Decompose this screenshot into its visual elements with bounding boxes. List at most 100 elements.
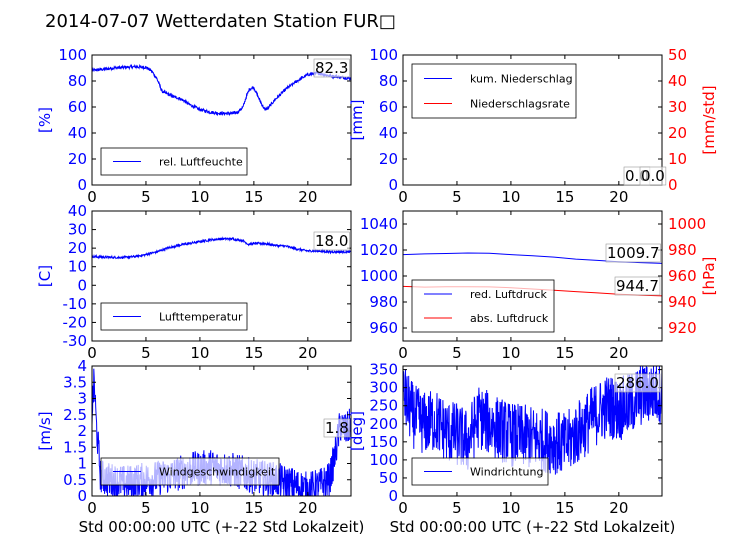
legend-entry: abs. Luftdruck	[470, 312, 549, 325]
legend-entry: Niederschlagsrate	[470, 98, 570, 111]
legend-box	[411, 279, 555, 333]
legend-pressure: red. Luftdruck abs. Luftdruck	[411, 279, 555, 333]
value-annotation: 18.0	[315, 232, 348, 250]
y-tick-label: 2	[77, 422, 87, 440]
y-tick-label: 3.5	[63, 373, 87, 391]
y-tick-label: 0	[77, 276, 87, 294]
y-tick-label: 20	[68, 150, 87, 168]
annotation-box	[614, 276, 661, 296]
y-tick-label: 80	[379, 72, 398, 90]
annotation-box	[605, 243, 661, 263]
legend-box	[411, 63, 577, 119]
y-tick-label: 1040	[360, 215, 398, 233]
y-axis-label: [%]	[36, 107, 54, 133]
x-tick-label: 5	[141, 188, 151, 206]
value-annotation: 286.0	[616, 374, 659, 392]
x-tick-label: 0	[87, 188, 97, 206]
value-annotation: 0.0	[641, 167, 665, 185]
y2-axis-label: [mm/std]	[700, 85, 718, 154]
legend-precip: kum. Niederschlag Niederschlagsrate	[411, 63, 577, 119]
y2-tick-label: 10	[668, 150, 687, 168]
legend-wind-speed: Windgeschwindigkeit	[100, 457, 280, 486]
y-tick-label: 0.5	[63, 471, 87, 489]
y-tick-label: -10	[63, 295, 88, 313]
figure-title: 2014-07-07 Wetterdaten Station FUR□	[45, 11, 396, 32]
y-tick-label: 1000	[360, 267, 398, 285]
x-tick-label: 5	[452, 188, 462, 206]
x-tick-label: 0	[398, 188, 408, 206]
x-tick-label: 0	[87, 499, 97, 517]
legend-entry: rel. Luftfeuchte	[159, 156, 243, 169]
x-tick-label: 5	[452, 344, 462, 362]
y-tick-label: 20	[68, 239, 87, 257]
y-axis-label: [m/s]	[36, 411, 54, 450]
y-tick-label: 0	[77, 487, 87, 505]
x-axis-label: Std 00:00:00 UTC (+-22 Std Lokalzeit)	[390, 518, 676, 536]
y2-axis-label: [hPa]	[700, 257, 718, 296]
y-tick-label: -30	[63, 332, 88, 350]
y-tick-label: 0	[77, 176, 87, 194]
y-tick-label: 20	[379, 150, 398, 168]
x-tick-label: 0	[398, 499, 408, 517]
y-tick-label: 980	[369, 293, 398, 311]
x-tick-label: 5	[141, 344, 151, 362]
y-axis-label: [deg]	[348, 411, 366, 451]
legend-entry: kum. Niederschlag	[470, 73, 573, 86]
y-tick-label: 100	[369, 451, 398, 469]
y-tick-label: 40	[379, 124, 398, 142]
panel-humidity: 0 5 10 15 20 0 20 40 60 80 100 [%] rel. Luftfeuchte 8…	[36, 46, 352, 206]
panel-pressure: 0 5 10 15 20 960 980 1000 1020 1040 920 940 960 980 10…	[360, 210, 718, 362]
x-tick-label: 5	[452, 499, 462, 517]
x-tick-label: 10	[190, 344, 209, 362]
legend-humidity: rel. Luftfeuchte	[100, 147, 248, 176]
y2-tick-label: 20	[668, 124, 687, 142]
y-tick-label: 40	[68, 202, 87, 220]
y2-tick-label: 940	[668, 293, 697, 311]
x-tick-label: 15	[555, 499, 574, 517]
y-tick-label: 10	[68, 258, 87, 276]
annotation-box	[313, 231, 350, 251]
y2-tick-label: 980	[668, 241, 697, 259]
x-tick-label: 10	[190, 499, 209, 517]
y-tick-label: -20	[63, 313, 88, 331]
legend-temperature: Lufttemperatur	[100, 302, 248, 331]
legend-entry: Lufttemperatur	[159, 311, 243, 324]
x-tick-label: 15	[244, 188, 263, 206]
y2-tick-label: 0	[668, 176, 678, 194]
axes-frame-wind-direction	[402, 365, 663, 497]
x-tick-label: 20	[298, 344, 317, 362]
y-tick-label: 100	[369, 46, 398, 64]
y-axis-label: [C]	[36, 265, 54, 287]
x-tick-label: 15	[555, 344, 574, 362]
value-annotation: 82.3	[315, 59, 348, 77]
y-tick-label: 150	[369, 433, 398, 451]
annotation-box	[313, 58, 350, 78]
y-tick-label: 40	[68, 124, 87, 142]
y-tick-label: 30	[68, 221, 87, 239]
x-tick-label: 15	[244, 344, 263, 362]
y-tick-label: 60	[68, 98, 87, 116]
x-tick-label: 20	[609, 188, 628, 206]
y-tick-label: 80	[68, 72, 87, 90]
x-tick-label: 20	[609, 499, 628, 517]
panel-temperature: 0 5 10 15 20-30-20-10010203040[C]Lufttempera…	[36, 202, 352, 362]
x-tick-label: 10	[190, 188, 209, 206]
y-tick-label: 0	[388, 176, 398, 194]
series-line-wind-direction-0	[403, 366, 662, 475]
y2-tick-label: 960	[668, 267, 697, 285]
y-tick-label: 4	[77, 357, 87, 375]
axes-frame-humidity	[91, 54, 352, 186]
y-tick-label: 1.5	[63, 438, 87, 456]
y-tick-label: 300	[369, 379, 398, 397]
value-annotation: 1009.7	[607, 244, 660, 262]
x-tick-label: 15	[555, 188, 574, 206]
y-tick-label: 960	[369, 319, 398, 337]
x-tick-label: 20	[298, 188, 317, 206]
y-tick-label: 50	[379, 469, 398, 487]
legend-entry: Windrichtung	[470, 466, 543, 479]
value-annotation: 944.7	[616, 277, 659, 295]
legend-entry: Windgeschwindigkeit	[159, 466, 276, 479]
legend-wind-direction: Windrichtung	[411, 457, 549, 486]
